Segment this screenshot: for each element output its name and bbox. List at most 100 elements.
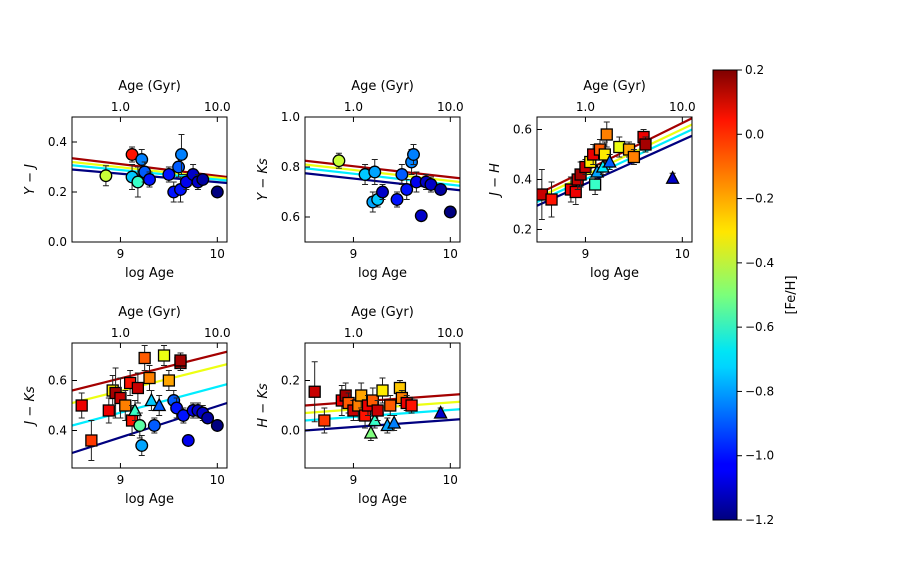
axes-frame <box>71 116 228 243</box>
data-point <box>308 361 321 423</box>
data-point <box>138 345 151 371</box>
data-point <box>181 434 195 447</box>
marker-circle <box>390 193 404 206</box>
y-axis-label: J − H <box>488 163 503 199</box>
marker-square <box>384 399 397 412</box>
marker-square <box>376 384 389 397</box>
data-point <box>395 164 409 185</box>
x-tick-label: 10 <box>443 247 458 261</box>
data-point <box>75 392 88 419</box>
data-point <box>371 400 384 421</box>
marker-circle <box>414 209 428 223</box>
y-tick-label: 0.0 <box>281 424 300 438</box>
plot-area <box>72 134 227 203</box>
x-tick-label: 9 <box>350 247 358 261</box>
top-tick-label: 1.0 <box>576 100 595 114</box>
marker-circle <box>201 411 215 425</box>
data-point <box>600 121 613 148</box>
y-axis-label: Y − Ks <box>256 158 271 201</box>
marker-triangle <box>433 405 448 419</box>
marker-square <box>405 399 418 412</box>
marker-triangle <box>665 170 680 184</box>
colorbar-label: [Fe/H] <box>784 275 799 314</box>
x-tick-label: 9 <box>582 247 590 261</box>
marker-circle <box>210 419 224 432</box>
top-tick-label: 10.0 <box>437 100 464 114</box>
y-tick-label: 0.4 <box>513 173 532 187</box>
marker-square <box>157 349 171 362</box>
y-tick-label: 0.2 <box>513 223 532 237</box>
data-point <box>434 183 448 196</box>
marker-square <box>545 193 558 206</box>
data-point <box>602 154 617 170</box>
top-tick-label: 1.0 <box>111 100 130 114</box>
marker-circle <box>162 168 176 181</box>
marker-circle <box>376 185 389 199</box>
relation-line-4 <box>537 134 692 207</box>
marker-circle <box>368 165 382 179</box>
plot-area <box>537 117 692 220</box>
marker-square <box>639 138 652 151</box>
relation-line-1 <box>305 159 460 180</box>
colorbar-gradient <box>712 69 738 521</box>
axes-frame <box>304 342 461 469</box>
y-tick-label: 0.2 <box>281 374 300 388</box>
y-axis-label: Y − J <box>23 164 38 195</box>
data-point <box>407 144 420 165</box>
x-axis-label: log Age <box>358 266 407 281</box>
marker-circle <box>135 153 149 166</box>
x-axis-label: log Age <box>125 266 174 281</box>
data-point <box>174 352 187 369</box>
marker-square <box>138 351 151 365</box>
axes-frame <box>304 116 461 243</box>
marker-circle <box>143 173 156 186</box>
top-axis-label: Age (Gyr) <box>118 305 181 320</box>
panels-group: 9 10 0.0 0.2 0.4 1.0 10.0 log Age Age (Gyr) Y − J… <box>23 79 696 507</box>
top-tick-label: 10.0 <box>204 100 231 114</box>
data-point <box>152 395 167 416</box>
data-point <box>162 370 176 391</box>
data-point <box>390 191 404 208</box>
y-tick-label: 0.4 <box>48 135 67 149</box>
data-point <box>332 152 346 169</box>
marker-triangle <box>387 415 402 429</box>
top-axis-label: Age (Gyr) <box>351 305 414 320</box>
top-tick-label: 1.0 <box>344 100 363 114</box>
colorbar: 0.2 0.0 −0.2 −0.4 −0.6 −0.8 −1.0 −1.2 [Fe/H] <box>712 63 799 527</box>
data-point <box>376 184 389 200</box>
colorbar-tick-label: −1.0 <box>745 449 774 463</box>
marker-square <box>318 414 331 427</box>
colorbar-tick-label: −0.4 <box>745 256 774 270</box>
marker-circle <box>196 173 210 186</box>
data-point <box>210 185 224 199</box>
data-point <box>133 412 147 439</box>
y-tick-label: 0.6 <box>513 123 532 137</box>
data-point <box>443 205 457 219</box>
marker-circle <box>395 168 409 181</box>
marker-circle <box>407 148 420 161</box>
marker-circle <box>210 185 224 199</box>
plot-area <box>305 361 460 441</box>
marker-circle <box>181 434 195 447</box>
top-tick-label: 1.0 <box>344 326 363 340</box>
marker-circle <box>443 205 457 219</box>
y-tick-label: 0.6 <box>281 210 300 224</box>
data-point <box>405 397 418 414</box>
relation-line-4 <box>305 418 460 432</box>
y-tick-label: 0.0 <box>48 235 67 249</box>
marker-circle <box>175 148 188 161</box>
x-tick-label: 9 <box>350 473 358 487</box>
axes-frame <box>71 342 228 469</box>
panel-1: 9 10 0.0 0.2 0.4 1.0 10.0 log Age Age (Gyr) Y − J <box>23 79 231 281</box>
marker-triangle <box>363 425 378 439</box>
x-tick-label: 10 <box>210 247 225 261</box>
marker-square <box>308 385 321 398</box>
y-tick-label: 0.8 <box>281 160 300 174</box>
marker-circle <box>133 419 147 432</box>
data-point <box>196 173 210 186</box>
panel-2: 9 10 0.6 0.8 1.0 1.0 10.0 log Age Age (Gyr) Y − K… <box>256 79 464 281</box>
top-axis-label: Age (Gyr) <box>583 79 646 94</box>
top-tick-label: 10.0 <box>204 326 231 340</box>
marker-square <box>162 374 176 387</box>
marker-triangle <box>152 397 167 412</box>
